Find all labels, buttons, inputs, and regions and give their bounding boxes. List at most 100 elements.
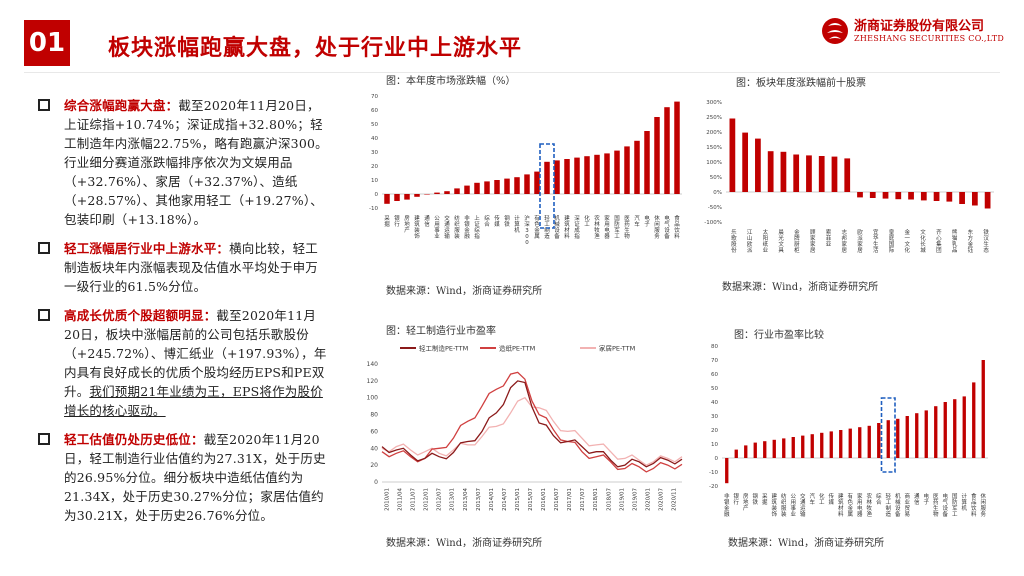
y-tick-label: 100: [367, 395, 379, 402]
bar: [867, 425, 871, 458]
bar: [981, 360, 985, 458]
bullet-body: 截至2020年11月20日，板块中涨幅居前的公司包括乐歌股份（+245.72%）…: [64, 308, 327, 399]
logo-name-cn: 浙商证券股份有限公司: [854, 19, 985, 34]
x-tick-label: 通信: [914, 492, 920, 506]
x-tick-label: 2020/07: [658, 488, 664, 511]
y-tick-label: 150%: [706, 145, 722, 151]
y-tick-label: 80: [370, 412, 378, 419]
bar: [514, 177, 520, 194]
x-tick-label: 交通运输: [800, 492, 806, 518]
bar: [946, 192, 953, 202]
bar: [984, 192, 991, 209]
bar: [844, 158, 851, 192]
x-tick-label: 2015/01: [515, 488, 521, 511]
y-tick-label: 40: [711, 400, 718, 406]
x-tick-label: 农林牧渔: [866, 492, 872, 518]
x-tick-label: 金一文化: [905, 228, 911, 254]
x-tick-label: 医药生物: [624, 215, 630, 240]
x-tick-label: 建筑材料: [838, 492, 844, 518]
y-tick-label: 140: [367, 361, 379, 368]
x-tick-label: 公用事业: [434, 216, 440, 240]
x-tick-label: 志邦家居: [841, 228, 847, 254]
bullet-list: 综合涨幅跑赢大盘：截至2020年11月20日，上证综指+10.74%；深证成指+…: [38, 96, 328, 535]
legend-label: 轻工制造PE-TTM: [419, 344, 468, 353]
bar: [810, 434, 814, 458]
bar: [772, 439, 776, 458]
bar: [767, 151, 774, 192]
bar: [524, 174, 530, 194]
y-tick-label: 50%: [710, 175, 722, 181]
bar: [604, 153, 610, 194]
y-tick-label: 10: [711, 442, 718, 448]
bar: [454, 188, 460, 194]
market-return-chart: -10 0 10 20 30 40 50 60 70 采掘银行房地产建筑装饰通信公用事业交通运输纺…: [369, 94, 682, 246]
x-tick-label: 2013/01: [450, 488, 456, 511]
x-tick-label: 休闲服务: [654, 214, 660, 240]
bar: [763, 441, 767, 458]
bar: [924, 410, 928, 458]
x-tick-label: 公用事业: [790, 494, 796, 518]
x-tick-label: 银行: [394, 214, 400, 228]
pe-chart-source: 数据来源：Wind，浙商证券研究所: [386, 538, 543, 549]
x-tick-label: 文化长城: [920, 228, 926, 254]
bar: [594, 154, 600, 194]
x-tick-label: 采掘: [762, 492, 768, 506]
x-tick-label: 综合: [484, 214, 490, 228]
logo-name-en: ZHESHANG SECURITIES CO.,LTD: [854, 34, 1005, 43]
section-number-badge: 01: [24, 20, 70, 66]
bar: [414, 194, 420, 197]
top10-chart-caption: 图：板块年度涨跌幅前十股票: [736, 78, 866, 89]
x-tick-label: 非银金融: [724, 492, 730, 518]
x-tick-label: 2013/04: [463, 488, 469, 511]
bar: [753, 442, 757, 458]
x-tick-label: 2014/07: [502, 488, 508, 511]
bar: [780, 151, 787, 192]
legend-label: 家居PE-TTM: [599, 344, 635, 353]
x-tick-label: 2017/01: [567, 488, 573, 511]
bullet-item: 轻工涨幅居行业中上游水平：横向比较，轻工制造板块年内涨幅表现及估值水平均处于申万…: [38, 239, 328, 296]
x-tick-label: 晨光文具: [778, 229, 784, 254]
x-tick-label: 宜华生活: [873, 228, 879, 254]
industry-pe-chart-source: 数据来源：Wind，浙商证券研究所: [728, 538, 885, 549]
x-tick-label: 2019/07: [632, 488, 638, 511]
y-tick-label: -10: [709, 470, 718, 476]
bar: [544, 161, 550, 194]
y-tick-label: 200%: [706, 130, 722, 136]
y-tick-label: 10: [371, 178, 378, 184]
y-tick-label: 50: [371, 122, 378, 128]
market-chart-source: 数据来源：Wind，浙商证券研究所: [386, 286, 543, 297]
bullet-item: 高成长优质个股超额明显：截至2020年11月20日，板块中涨幅居前的公司包括乐歌…: [38, 306, 328, 420]
x-tick-label: 熊猫乳品: [952, 228, 958, 254]
x-tick-label: 有色金属: [534, 214, 540, 240]
x-tick-label: 电子: [644, 214, 650, 228]
bar: [734, 449, 738, 458]
x-tick-label: 2017/07: [580, 488, 586, 511]
x-tick-label: 2015/07: [528, 488, 534, 511]
bar: [839, 430, 843, 458]
bar: [915, 413, 919, 458]
x-tick-label: 农林牧渔: [594, 214, 600, 240]
bar: [464, 185, 470, 194]
x-tick-label: 房地产: [404, 214, 410, 234]
x-tick-label: 沪深 3 0 0: [524, 214, 530, 246]
x-tick-label: 通信: [424, 214, 430, 228]
industry-pe-chart-caption: 图：行业市盈率比较: [734, 330, 824, 341]
x-tick-label: 采掘: [384, 214, 390, 228]
bullet-item: 轻工估值仍处历史低位：截至2020年11月20日，轻工制造行业估值约为27.31…: [38, 430, 328, 525]
bar: [920, 192, 927, 201]
bar: [564, 159, 570, 194]
y-tick-label: 80: [711, 344, 718, 350]
bar: [895, 192, 902, 200]
x-tick-label: 机械设备: [895, 492, 901, 518]
x-tick-label: 建筑装饰: [771, 492, 777, 518]
y-tick-label: 0: [715, 456, 719, 462]
x-tick-label: 上证综指: [474, 214, 480, 240]
x-tick-label: 房地产: [743, 492, 749, 512]
bar: [654, 117, 660, 194]
title-divider: [24, 72, 1000, 73]
x-tick-label: 东方金钰: [968, 228, 974, 254]
x-tick-label: 齐心集团: [936, 228, 942, 254]
x-tick-label: 银行: [733, 492, 739, 506]
bar: [504, 178, 510, 194]
y-tick-label: 250%: [706, 115, 722, 121]
